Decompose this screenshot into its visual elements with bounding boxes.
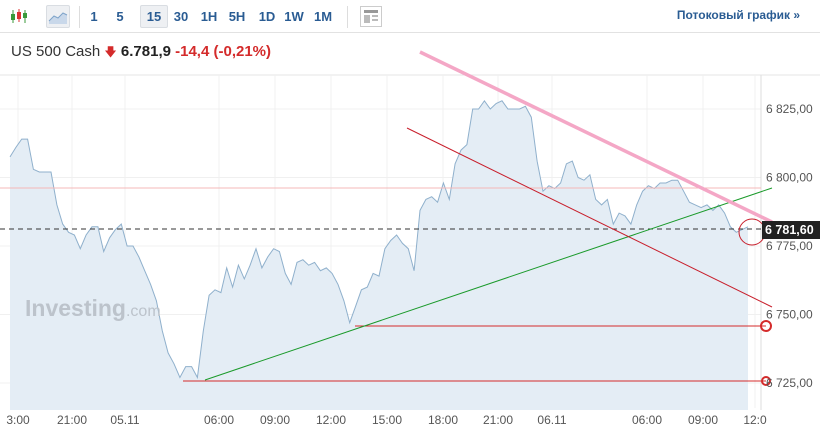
x-tick-label: 21:00 [57,413,87,427]
x-tick-label: 12:0 [743,413,767,427]
price-area-fill [10,100,748,411]
level-handle[interactable] [761,376,771,386]
instrument-header: US 500 Cash 🡇 6.781,9 -14,4 (-0,21%) [11,43,271,64]
interval-5[interactable]: 5 [116,9,124,24]
interval-30[interactable]: 30 [173,9,189,24]
last-price-label: 6 781,60 [762,221,820,239]
price-change-pct: (-0,21%) [213,43,272,60]
instrument-name: US 500 Cash [11,43,101,60]
x-tick-label: 3:00 [6,413,30,427]
divider [347,6,348,28]
interval-5H[interactable]: 5H [228,9,246,24]
y-tick-label: 6 750,00 [766,308,813,322]
x-tick-label: 12:00 [316,413,346,427]
price-line [9,99,749,380]
y-tick-label: 6 725,00 [766,376,813,390]
interval-1H[interactable]: 1H [200,9,218,24]
instrument-price: 6.781,9 [120,43,171,60]
x-tick-label: 18:00 [428,413,458,427]
candlestick-icon[interactable] [8,6,30,27]
layout-icon[interactable] [360,6,382,27]
area-chart-icon[interactable] [46,5,70,28]
x-tick-label: 06.11 [537,413,566,427]
divider [79,6,80,28]
price-change: -14,4 [175,43,210,60]
x-tick-label: 09:00 [260,413,290,427]
investing-watermark: Investing.com [25,295,161,321]
x-tick-label: 05.11 [110,413,139,427]
x-tick-label: 15:00 [372,413,402,427]
down-arrow-icon: 🡇 [104,45,117,59]
y-tick-label: 6 775,00 [766,239,813,253]
x-tick-label: 21:00 [483,413,513,427]
level-handle[interactable] [760,320,772,332]
y-tick-label: 6 825,00 [766,102,813,116]
x-tick-label: 09:00 [688,413,718,427]
toolbar: 1 5 15 30 1H 5H 1D 1W 1M Потоковый график » [0,0,820,33]
interval-1[interactable]: 1 [90,9,98,24]
y-tick-label: 6 800,00 [766,171,813,185]
streaming-chart-link[interactable]: Потоковый график » [676,8,800,22]
interval-1D[interactable]: 1D [258,9,276,24]
trendline-pink[interactable] [419,50,773,224]
interval-1M[interactable]: 1M [313,9,333,24]
trendline-red[interactable] [406,127,773,308]
trendline-green[interactable] [204,187,773,381]
interval-15[interactable]: 15 [140,5,168,28]
interval-1W[interactable]: 1W [284,9,304,24]
x-tick-label: 06:00 [204,413,234,427]
x-tick-label: 06:00 [632,413,662,427]
